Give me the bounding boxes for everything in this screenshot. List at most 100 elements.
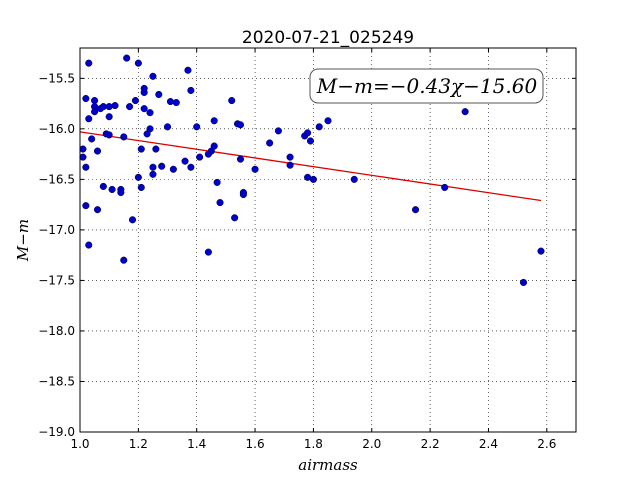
y-tick-label: −16.5 <box>38 172 75 186</box>
data-point <box>324 117 332 125</box>
data-point <box>213 178 221 186</box>
data-point <box>120 133 128 141</box>
data-point <box>204 248 212 256</box>
y-tick-label: −17.0 <box>38 223 75 237</box>
data-point <box>236 121 245 129</box>
data-point <box>231 214 239 222</box>
x-tick-label: 2.2 <box>421 437 440 451</box>
x-tick-labels: 1.0 1.2 1.4 1.6 1.8 2.0 2.2 2.4 2.6 <box>70 437 556 451</box>
data-point <box>519 278 528 286</box>
data-point <box>187 163 195 171</box>
y-tick-label: −16.0 <box>38 122 75 136</box>
data-point <box>99 182 107 190</box>
data-point <box>93 206 102 214</box>
data-point <box>166 98 174 106</box>
data-point <box>134 59 142 67</box>
data-point <box>108 185 116 194</box>
data-point <box>149 163 157 171</box>
data-point <box>82 202 90 210</box>
data-point <box>181 157 189 165</box>
grid-lines <box>80 48 576 432</box>
data-point <box>187 86 195 94</box>
data-point <box>126 103 134 111</box>
data-point <box>411 206 420 214</box>
fit-equation-box: M−m=−0.43χ−15.60 <box>309 68 544 104</box>
data-point <box>105 113 113 121</box>
data-point <box>120 256 128 264</box>
y-tick-label: −15.5 <box>38 71 75 85</box>
data-point <box>134 173 142 181</box>
data-point <box>93 147 102 155</box>
data-point <box>105 131 113 139</box>
plot-area <box>80 48 576 432</box>
data-point <box>163 123 172 131</box>
data-point <box>128 216 137 224</box>
data-point <box>91 96 99 105</box>
data-point <box>169 165 177 173</box>
fit-equation-text: M−m=−0.43χ−15.60 <box>316 74 538 98</box>
data-point <box>537 247 545 255</box>
data-point <box>236 155 245 163</box>
axis-ticks <box>79 48 576 433</box>
data-point <box>137 145 145 153</box>
data-point <box>266 139 274 147</box>
y-tick-labels: −15.5 −16.0 −16.5 −17.0 −17.5 −18.0 −18.5 −19.0 <box>38 71 75 439</box>
x-tick-label: 1.4 <box>187 437 206 451</box>
data-point <box>85 115 93 123</box>
data-point <box>88 135 96 143</box>
data-point <box>79 153 87 161</box>
data-point <box>82 94 90 103</box>
data-point <box>286 161 294 169</box>
y-axis-label: M−m <box>14 219 32 262</box>
data-point <box>196 153 204 161</box>
y-tick-label: −18.0 <box>38 324 75 338</box>
data-point <box>155 90 163 99</box>
data-point <box>461 108 469 116</box>
data-point <box>193 123 201 131</box>
x-tick-label: 1.2 <box>129 437 148 451</box>
data-point <box>441 183 449 192</box>
data-point <box>146 109 154 117</box>
data-point <box>274 127 282 135</box>
data-point <box>111 102 119 110</box>
data-point <box>210 117 218 125</box>
data-points <box>79 54 545 286</box>
data-point <box>91 108 99 116</box>
data-point <box>123 54 131 62</box>
data-point <box>216 199 224 207</box>
chart-title: 2020-07-21_025249 <box>242 28 414 48</box>
data-point <box>228 96 236 105</box>
data-point <box>131 96 139 105</box>
data-point <box>137 183 145 192</box>
data-point <box>286 153 294 161</box>
data-point <box>315 123 323 131</box>
x-tick-label: 1.6 <box>246 437 265 451</box>
y-tick-label: −18.5 <box>38 374 75 388</box>
data-point <box>172 99 180 107</box>
data-point <box>105 103 113 111</box>
plot-frame <box>79 47 577 433</box>
fit-line <box>79 131 542 202</box>
x-axis-label: airmass <box>298 456 358 474</box>
x-tick-label: 2.4 <box>479 437 498 451</box>
data-point <box>149 72 157 80</box>
data-point <box>309 175 317 183</box>
data-point <box>140 84 148 92</box>
data-point <box>239 190 247 199</box>
data-point <box>251 165 259 173</box>
data-point <box>152 145 160 153</box>
x-tick-label: 1.0 <box>70 437 89 451</box>
y-tick-label: −17.5 <box>38 273 75 287</box>
data-point <box>306 137 315 145</box>
data-point <box>210 142 218 150</box>
data-point <box>82 163 90 171</box>
data-point <box>85 241 93 249</box>
data-point <box>146 125 154 133</box>
data-point <box>117 188 125 197</box>
data-point <box>350 175 358 183</box>
data-point <box>304 129 312 137</box>
x-tick-label: 2.6 <box>537 437 556 451</box>
fit-line-layer <box>79 131 542 202</box>
data-point <box>184 66 192 74</box>
